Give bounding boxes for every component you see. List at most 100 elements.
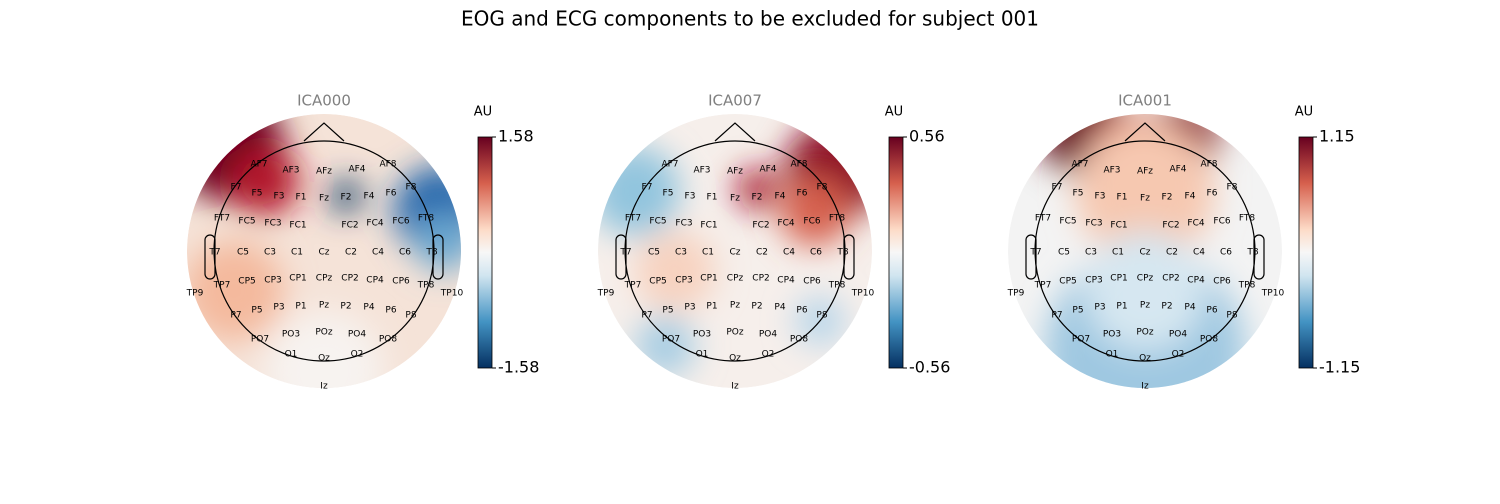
electrode-label: Iz <box>731 382 739 392</box>
electrode-label: Oz <box>729 354 741 364</box>
electrode-label: AF7 <box>250 160 267 170</box>
electrode-label: FC2 <box>341 221 358 231</box>
electrode-label: P7 <box>641 311 652 321</box>
electrode-label: P3 <box>684 303 695 313</box>
electrode-label: CP3 <box>264 276 281 286</box>
electrode-label: CP3 <box>675 276 692 286</box>
electrode-label: PO4 <box>1169 330 1188 340</box>
head-outline <box>1034 140 1256 362</box>
electrode-label: F6 <box>386 189 397 199</box>
electrode-label: CP4 <box>1187 276 1205 286</box>
electrode-label: T7 <box>619 248 631 258</box>
ear <box>843 234 855 280</box>
electrode-label: POz <box>726 328 744 338</box>
electrode-label: Cz <box>1139 248 1150 258</box>
electrode-label: CP2 <box>1162 274 1179 284</box>
electrode-label: PO8 <box>790 335 809 345</box>
electrode-label: TP10 <box>440 289 464 299</box>
electrode-label: AFz <box>1137 167 1153 177</box>
electrode-label: FT7 <box>1035 214 1051 224</box>
electrode-label: P3 <box>273 303 284 313</box>
electrode-label: FC6 <box>392 217 409 227</box>
electrode-label: F6 <box>1207 189 1218 199</box>
colorbar-label: AU <box>885 105 903 120</box>
map-title: ICA007 <box>708 92 762 110</box>
electrode-label: TP7 <box>213 281 231 291</box>
nose <box>714 122 756 142</box>
electrode-label: Fz <box>319 194 329 204</box>
electrode-label: O2 <box>1172 350 1185 360</box>
electrode-label: P3 <box>1094 303 1105 313</box>
head-outline <box>213 140 435 362</box>
electrode-label: AF8 <box>790 160 807 170</box>
electrode-label: CP1 <box>289 274 306 284</box>
electrode-label: F3 <box>685 192 696 202</box>
electrode-label: F3 <box>1095 192 1106 202</box>
electrode-label: FT7 <box>214 214 230 224</box>
electrode-label: P5 <box>662 306 673 316</box>
topomap: ICA001 AF7 AF3 AFz AF4 AF8 F7 F5 F3 F1 Fz F2 F4 F6 F8 F… <box>1007 92 1361 392</box>
electrode-label: PO7 <box>251 335 269 345</box>
electrode-label: FC1 <box>700 221 717 231</box>
electrode-label: C3 <box>1085 248 1097 258</box>
electrode-label: CP2 <box>752 274 769 284</box>
electrode-label: FC4 <box>1187 219 1204 229</box>
colorbar-tick-label: -1.15 <box>1319 358 1360 377</box>
suptitle: EOG and ECG components to be excluded fo… <box>461 7 1039 31</box>
topomap-image <box>1008 114 1282 388</box>
electrode-label: CP5 <box>1059 277 1076 287</box>
ear <box>1253 234 1265 280</box>
colorbar-tick-label: -0.56 <box>909 358 950 377</box>
electrode-label: CP4 <box>777 276 795 286</box>
electrode-label: Oz <box>1139 354 1151 364</box>
ear <box>1025 234 1037 280</box>
electrode-label: FC6 <box>1213 217 1230 227</box>
electrode-label: CP6 <box>392 277 410 287</box>
electrode-label: CPz <box>316 274 333 284</box>
colorbar-label: AU <box>1295 105 1313 120</box>
electrode-label: PO7 <box>662 335 680 345</box>
electrode-label: AF4 <box>348 165 365 175</box>
electrode-label: F3 <box>274 192 285 202</box>
electrode-label: PO3 <box>1103 330 1121 340</box>
electrode-label: Fz <box>730 194 740 204</box>
electrode-label: C6 <box>810 248 822 258</box>
electrode-label: PO4 <box>759 330 778 340</box>
electrode-label: CP1 <box>1110 274 1127 284</box>
electrode-label: T8 <box>1246 248 1258 258</box>
ear <box>432 234 444 280</box>
electrode-label: P5 <box>1072 306 1083 316</box>
electrode-label: Pz <box>730 301 740 311</box>
electrode-label: C4 <box>1193 248 1205 258</box>
electrode-label: O1 <box>696 350 709 360</box>
electrode-label: C2 <box>345 248 357 258</box>
electrode-label: CP5 <box>649 277 666 287</box>
electrode-label: TP9 <box>1007 289 1025 299</box>
colorbar-tick-label: 1.58 <box>498 127 534 146</box>
electrode-label: FC1 <box>1110 221 1127 231</box>
electrode-label: F5 <box>663 189 674 199</box>
colorbar-tick-label: 1.15 <box>1319 127 1355 146</box>
electrode-label: F4 <box>775 192 786 202</box>
colorbar-tick-label: 0.56 <box>909 127 945 146</box>
electrode-label: FT8 <box>829 214 846 224</box>
electrode-label: CP2 <box>341 274 358 284</box>
electrode-label: AF3 <box>1103 166 1120 176</box>
colorbar-label: AU <box>474 105 492 120</box>
electrode-label: C5 <box>648 248 660 258</box>
electrode-label: F8 <box>817 183 828 193</box>
electrode-label: F6 <box>797 189 808 199</box>
electrode-label: Cz <box>318 248 329 258</box>
map-title: ICA000 <box>297 92 351 110</box>
electrode-label: P7 <box>1051 311 1062 321</box>
electrode-label: F4 <box>364 192 375 202</box>
electrode-label: AF3 <box>282 166 299 176</box>
electrode-label: F5 <box>1073 189 1084 199</box>
electrode-label: CP6 <box>1213 277 1231 287</box>
electrode-label: F7 <box>1052 183 1063 193</box>
electrode-label: P8 <box>816 311 827 321</box>
electrode-label: CP1 <box>700 274 717 284</box>
topomap: ICA000 AF7 AF3 AFz AF4 AF8 F7 F5 F3 F1 Fz F2 F4 F6 F8 F… <box>186 92 540 392</box>
electrode-label: AF8 <box>1200 160 1217 170</box>
electrode-label: TP8 <box>1238 281 1256 291</box>
